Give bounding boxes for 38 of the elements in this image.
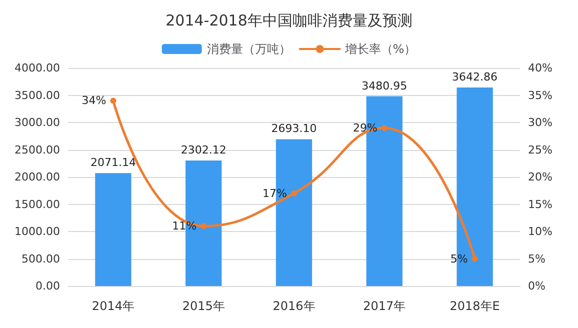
legend-label: 增长率（%） bbox=[344, 42, 416, 56]
data-label: 3480.95 bbox=[362, 79, 408, 92]
y2-tick-label: 30% bbox=[528, 116, 552, 129]
y2-tick-label: 25% bbox=[528, 143, 552, 156]
point bbox=[110, 98, 116, 104]
y-tick-label: 1000.00 bbox=[14, 225, 60, 238]
data-label: 2302.12 bbox=[180, 144, 226, 157]
point bbox=[472, 256, 478, 262]
y2-tick-label: 0% bbox=[528, 280, 546, 292]
y-tick-label: 3500.00 bbox=[14, 88, 60, 102]
y-tick-label: 500.00 bbox=[22, 252, 60, 266]
y-tick-label: 2500.00 bbox=[14, 143, 60, 156]
x-tick-label: 2017年 bbox=[363, 299, 406, 313]
y-tick-label: 1500.00 bbox=[14, 198, 60, 211]
x-tick-label: 2015年 bbox=[182, 299, 225, 313]
y-tick-label: 2000.00 bbox=[14, 170, 60, 184]
x-tick-label: 2018年E bbox=[450, 299, 500, 313]
data-label: 2071.14 bbox=[90, 156, 136, 170]
point bbox=[381, 124, 388, 131]
data-label: 2693.10 bbox=[271, 122, 317, 136]
y-tick-label: 3000.00 bbox=[14, 116, 60, 129]
x-tick-label: 2014年 bbox=[92, 299, 134, 313]
data-label: 3642.86 bbox=[452, 70, 498, 84]
data-label: 34% bbox=[82, 94, 106, 108]
legend-label: 消费量（万吨） bbox=[206, 42, 291, 56]
y2-tick-label: 20% bbox=[528, 170, 552, 184]
y2-tick-label: 35% bbox=[528, 88, 552, 102]
bar bbox=[95, 173, 132, 286]
y2-tick-label: 5% bbox=[528, 252, 546, 266]
point bbox=[291, 190, 297, 196]
y2-tick-label: 15% bbox=[528, 198, 552, 211]
y-tick-label: 4000.00 bbox=[14, 62, 60, 74]
y2-tick-label: 10% bbox=[528, 225, 552, 238]
y2-tick-label: 40% bbox=[528, 62, 552, 74]
y-tick-label: 0.00 bbox=[36, 280, 60, 292]
x-tick-label: 2016年 bbox=[272, 299, 316, 313]
chart-title: 2014-2018年中国咖啡消费量及预测 bbox=[166, 12, 412, 30]
point bbox=[200, 223, 207, 230]
